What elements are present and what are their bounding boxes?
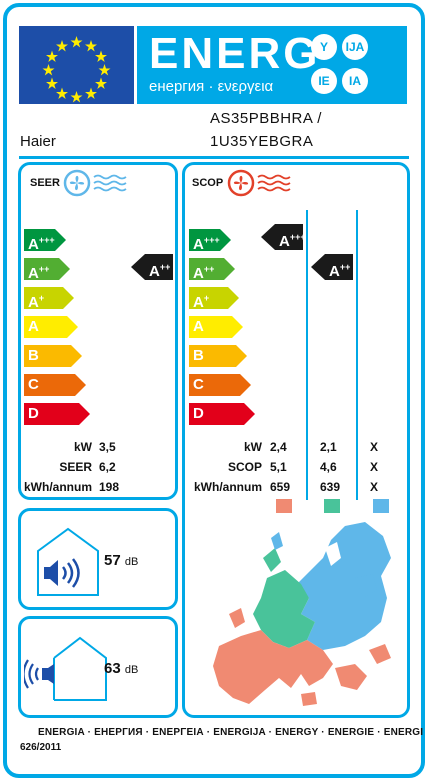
zone-warm-swatch (276, 499, 292, 513)
scop-class-arrow: A++ (189, 258, 235, 280)
seer-class-arrow: A+ (24, 287, 74, 309)
outdoor-noise-value: 63 dB (104, 660, 138, 677)
seer-rating-text: A++ (149, 262, 171, 280)
zone-average-swatch (324, 499, 340, 513)
model-line-1: AS35PBBHRA / (210, 110, 322, 127)
outdoor-noise-unit: dB (124, 664, 139, 676)
seer-label-kwh: kWh/annum (24, 480, 92, 494)
indoor-noise-number: 57 (104, 552, 121, 569)
seer-class-arrow: A+++ (24, 229, 66, 251)
scop-label-kw: kW (244, 440, 262, 454)
scop-title: SCOP (192, 177, 224, 189)
indoor-noise-value: 57 dB (104, 552, 138, 569)
seer-class-arrow: B (24, 345, 82, 367)
scop-warm-kw: 2,4 (270, 440, 287, 454)
zone-divider-2 (356, 210, 358, 500)
seer-title: SEER (30, 177, 60, 189)
indoor-unit-speaker-icon (37, 527, 99, 596)
lang-suffix-ie: IE (311, 68, 337, 94)
lang-suffix-y: Y (311, 34, 337, 60)
eu-stars-icon (42, 36, 111, 103)
lang-suffix-ia: IA (342, 68, 368, 94)
scop-average-kwh: 639 (320, 480, 341, 494)
seer-label-seer: SEER (59, 460, 92, 474)
scop-average-rating-text: A++ (329, 262, 351, 280)
outdoor-noise-number: 63 (104, 660, 121, 677)
lang-suffix-ija: IJA (342, 34, 368, 60)
footer-languages: ENERGIA · ЕНЕРГИЯ · ΕΝΕΡΓΕΙΑ · ENERGIJA … (38, 727, 424, 738)
seer-class-arrow: A (24, 316, 78, 338)
energy-word: ENERG (149, 29, 321, 78)
seer-class-arrow: A++ (24, 258, 70, 280)
zone-divider-1 (306, 210, 308, 500)
scop-label-kwh: kWh/annum (194, 480, 262, 494)
scop-cold-kwh: X (370, 480, 379, 494)
scop-class-arrow: C (189, 374, 251, 396)
scop-cold-scop: X (370, 460, 379, 474)
seer-value-kwh: 198 (99, 480, 120, 494)
energy-subtitle: енергия · ενεργεια (149, 78, 274, 95)
seer-label-kw: kW (74, 440, 92, 454)
seer-value-kw: 3,5 (99, 440, 116, 454)
scop-class-arrow: A+++ (189, 229, 231, 251)
scop-class-arrow: A (189, 316, 243, 338)
scop-warm-rating-text: A+++ (279, 232, 306, 250)
scop-average-scop: 4,6 (320, 460, 337, 474)
eu-flag (19, 26, 134, 104)
regulation-number: 626/2011 (20, 742, 62, 753)
scop-class-arrow: D (189, 403, 255, 425)
seer-class-arrow: D (24, 403, 90, 425)
indoor-noise-unit: dB (124, 556, 139, 568)
scop-warm-scop: 5,1 (270, 460, 287, 474)
cooling-fan-icon (63, 169, 127, 197)
outdoor-unit-speaker-icon (24, 636, 107, 701)
europe-climate-zones-map (213, 522, 391, 706)
energy-header: ENERG енергия · ενεργεια Y IJA IE IA (137, 26, 407, 104)
scop-cold-kw: X (370, 440, 379, 454)
scop-label-scop: SCOP (227, 460, 262, 474)
zone-cold-swatch (373, 499, 389, 513)
seer-class-arrow: C (24, 374, 86, 396)
heating-fan-icon (227, 169, 291, 197)
scop-class-arrow: A+ (189, 287, 239, 309)
supplier-name: Haier (20, 133, 56, 150)
scop-average-kw: 2,1 (320, 440, 337, 454)
model-line-2: 1U35YEBGRA (210, 133, 314, 150)
scop-class-arrow: B (189, 345, 247, 367)
seer-value-seer: 6,2 (99, 460, 116, 474)
header-divider (19, 156, 409, 159)
scop-warm-kwh: 659 (270, 480, 291, 494)
